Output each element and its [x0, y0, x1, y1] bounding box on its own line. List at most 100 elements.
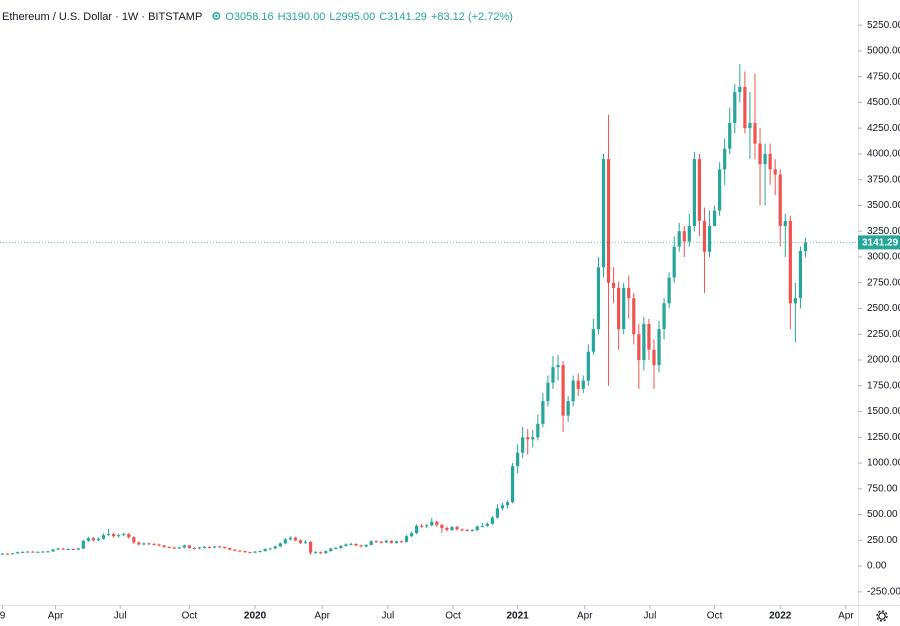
status-dot-core — [215, 14, 218, 18]
candle-body — [541, 401, 545, 424]
candle-body — [485, 523, 489, 526]
candle-body — [223, 546, 227, 549]
x-tick-label: Apr — [314, 611, 330, 622]
candle-body — [571, 380, 575, 402]
candle-body — [81, 540, 85, 549]
candle-body — [339, 545, 343, 549]
candle-body — [586, 351, 590, 381]
candle-body — [106, 534, 111, 536]
y-tick-label: 1500.00 — [867, 406, 900, 417]
x-tick-label: 2020 — [244, 611, 267, 622]
candle-body — [783, 220, 787, 227]
candle-body — [798, 250, 803, 299]
candle-body — [415, 525, 419, 534]
candle-body — [556, 365, 560, 368]
ohlc-value: H3190.00 — [278, 11, 326, 23]
candle-body — [738, 86, 742, 93]
candle-body — [152, 543, 156, 545]
candle-body — [652, 349, 656, 366]
candle-body — [793, 298, 797, 304]
candle-body — [490, 517, 494, 524]
x-tick-label: Oct — [182, 611, 198, 622]
y-tick-label: 1000.00 — [867, 458, 900, 469]
candle-body — [293, 537, 298, 541]
candle-body — [596, 267, 601, 330]
candle-body — [551, 367, 555, 383]
candle-body — [233, 549, 237, 551]
candle-body — [576, 380, 580, 389]
candle-body — [677, 231, 681, 247]
candle-body — [11, 553, 15, 555]
status-dot — [212, 12, 221, 20]
x-tick-label: Jul — [644, 611, 657, 622]
y-tick-label: 3000.00 — [867, 252, 900, 263]
candle-body — [495, 508, 500, 518]
candle-body — [243, 551, 247, 553]
candle-body — [723, 148, 727, 170]
candle-body — [753, 123, 757, 144]
candle-body — [803, 242, 808, 251]
candle-body — [768, 153, 772, 170]
candle-body — [374, 541, 378, 543]
candle-body — [581, 380, 585, 389]
candle-body — [314, 552, 318, 554]
candle-body — [91, 538, 96, 541]
candle-body — [147, 543, 151, 545]
candle-body — [263, 549, 267, 552]
y-tick-label: 750.00 — [867, 483, 898, 494]
candle-body — [41, 551, 45, 553]
y-tick-label: 1750.00 — [867, 380, 900, 391]
candle-body — [647, 323, 651, 350]
candle-body — [96, 538, 101, 541]
candle-body — [748, 123, 752, 129]
y-tick-label: 4000.00 — [867, 149, 900, 160]
candle-body — [404, 536, 409, 542]
candle-body — [712, 210, 717, 227]
candle-body — [409, 533, 414, 537]
candle-body — [601, 159, 606, 268]
candle-body — [76, 548, 80, 550]
y-tick-label: 3250.00 — [867, 226, 900, 237]
candle-body — [384, 540, 388, 543]
x-tick-label: Oct — [445, 611, 461, 622]
candle-body — [278, 543, 282, 547]
candle-body — [531, 437, 535, 440]
y-tick-label: 4250.00 — [867, 123, 900, 134]
candle-body — [283, 539, 287, 544]
candle-body — [526, 437, 530, 440]
candle-body — [445, 527, 449, 530]
candle-body — [167, 546, 171, 548]
candle-body — [26, 551, 30, 553]
candle-body — [718, 169, 722, 211]
candle-body — [228, 548, 232, 550]
candle-body — [687, 226, 691, 242]
candle-body — [177, 547, 181, 549]
y-tick-label: 5250.00 — [867, 20, 900, 31]
ohlc-value: C3141.29 — [379, 11, 427, 23]
candle-body — [470, 529, 474, 531]
candle-body — [218, 546, 222, 548]
candle-body — [132, 537, 136, 543]
candle-body — [207, 546, 212, 548]
candle-body — [86, 538, 90, 541]
candle-body — [213, 546, 217, 548]
candle-body — [122, 534, 126, 536]
settings-icon[interactable] — [876, 610, 888, 622]
x-tick-label: 2021 — [507, 611, 530, 622]
candle-body — [536, 423, 540, 438]
last-price-label: 3141.29 — [862, 238, 899, 249]
y-tick-label: 2750.00 — [867, 277, 900, 288]
x-tick-label: Apr — [577, 611, 593, 622]
candle-body — [273, 546, 277, 549]
candle-body — [622, 287, 626, 330]
y-tick-label: 5000.00 — [867, 46, 900, 57]
candle-body — [268, 548, 272, 550]
candles — [0, 64, 808, 555]
y-tick-label: 2500.00 — [867, 303, 900, 314]
candle-body — [187, 545, 191, 549]
candle-body — [46, 551, 50, 553]
candle-body — [505, 502, 510, 506]
